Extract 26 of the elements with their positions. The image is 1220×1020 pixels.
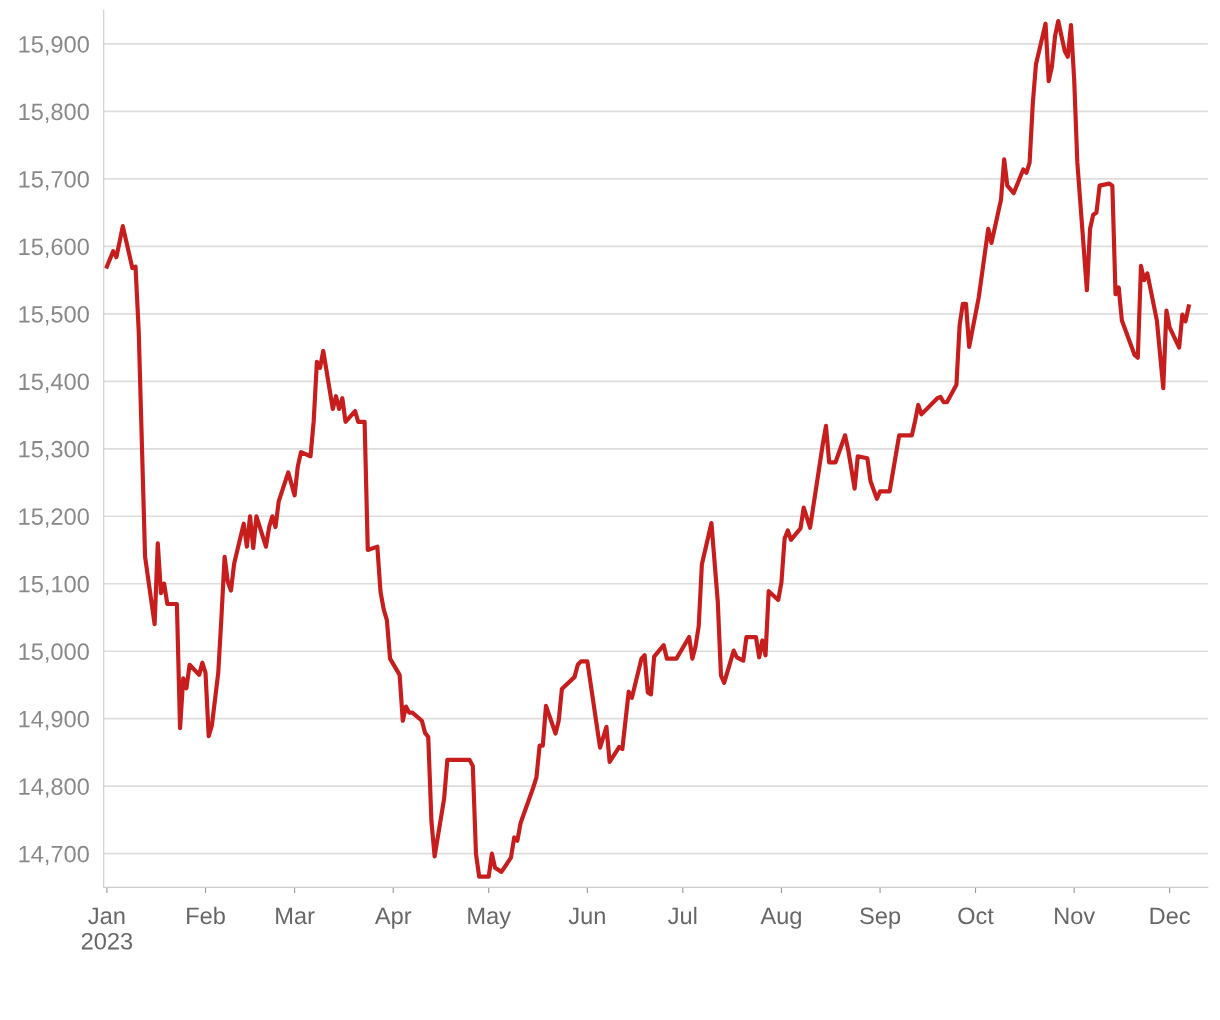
y-tick-label: 15,400 [19,373,89,393]
x-tick-label: Jun [568,907,605,925]
x-tick-label: Oct [958,907,994,925]
x-tick-label: Apr [374,907,412,929]
y-tick-label: 15,900 [19,36,89,56]
x-tick-label: Mar [276,907,315,925]
y-tick-label: 14,700 [19,845,89,866]
x-tick-label: Sep [860,907,901,929]
x-tick-label: Nov [1055,907,1096,925]
x-tick-label: Jul [668,906,697,925]
x-tick-label: May [468,907,511,929]
x-tick-label: Dec [1150,907,1190,925]
y-tick-label: 15,100 [19,575,89,596]
y-tick-label: 15,500 [19,305,89,326]
y-tick-label: 14,900 [19,710,89,731]
y-tick-label: 15,700 [19,170,89,191]
y-tick-label: 15,200 [19,508,89,528]
y-tick-label: 15,000 [19,643,89,663]
x-tick-label: Feb [187,906,225,925]
x-tick-label: Aug [760,907,801,929]
y-tick-label: 15,300 [19,440,89,461]
line-series [104,18,1191,879]
y-tick-label: 15,600 [19,238,89,258]
x-tick-label: Jan 2023 [81,907,133,950]
y-tick-label: 14,800 [19,778,89,798]
y-tick-label: 15,800 [19,103,89,123]
